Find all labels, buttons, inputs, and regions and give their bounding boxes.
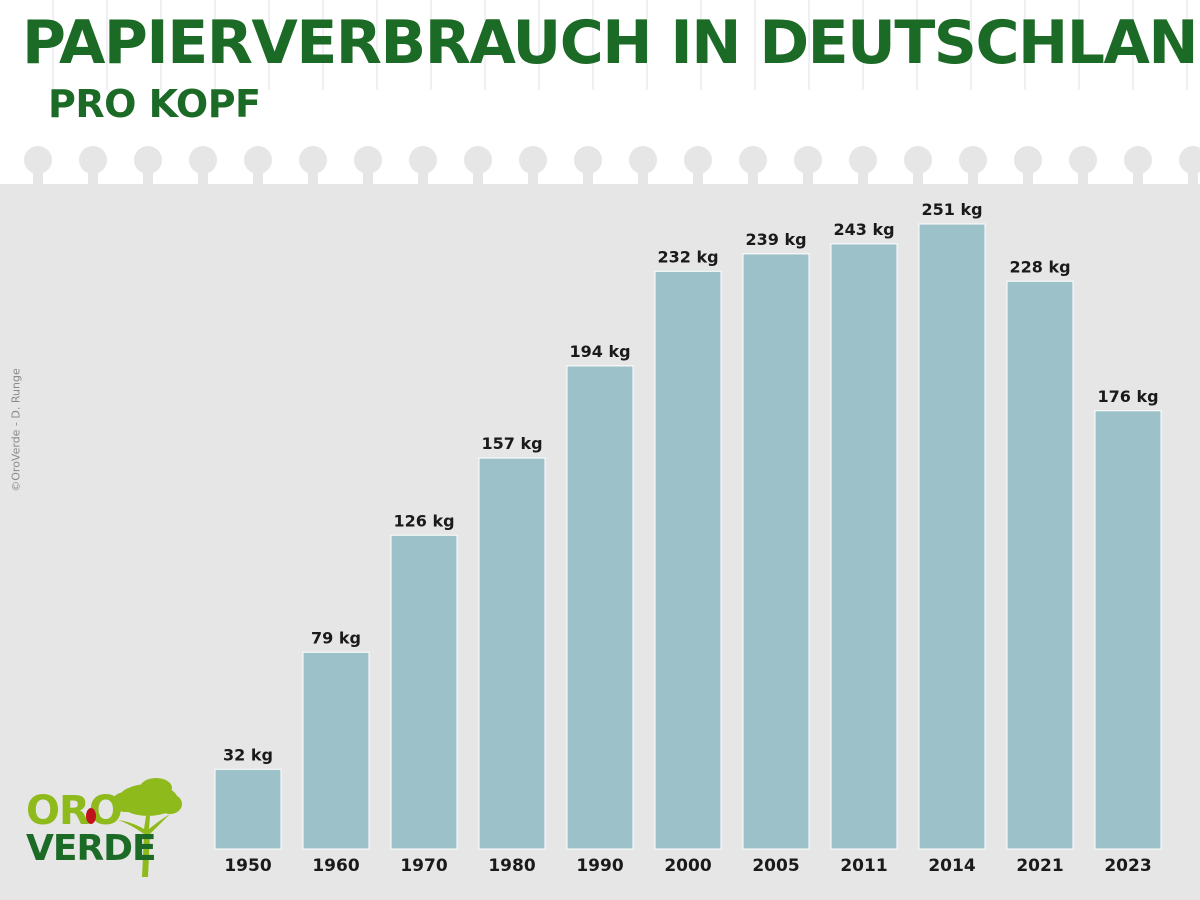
x-tick-2023: 2023 <box>1104 856 1151 876</box>
x-tick-1990: 1990 <box>576 856 623 876</box>
bar-2023 <box>1094 410 1162 850</box>
bar-1980 <box>478 457 546 850</box>
x-tick-1960: 1960 <box>312 856 359 876</box>
x-tick-1980: 1980 <box>488 856 535 876</box>
tree-icon <box>112 778 182 877</box>
oroverde-logo: ORO VERDE <box>26 772 196 882</box>
x-tick-2000: 2000 <box>664 856 711 876</box>
bar-2014 <box>918 223 986 850</box>
bar-2011 <box>830 243 898 850</box>
x-tick-2014: 2014 <box>928 856 975 876</box>
bar-1950 <box>214 768 282 850</box>
data-label-2014: 251 kg <box>921 200 982 219</box>
bar-2021 <box>1006 280 1074 850</box>
logo-oro: ORO <box>26 788 123 834</box>
bar-2005 <box>742 253 810 850</box>
bar-1990 <box>566 365 634 850</box>
x-tick-2011: 2011 <box>840 856 887 876</box>
data-label-1980: 157 kg <box>481 434 542 453</box>
data-label-2011: 243 kg <box>833 220 894 239</box>
chart-title: PAPIERVERBRAUCH IN DEUTSCHLAND <box>22 8 1200 78</box>
data-label-1990: 194 kg <box>569 342 630 361</box>
x-tick-2005: 2005 <box>752 856 799 876</box>
x-tick-1950: 1950 <box>224 856 271 876</box>
data-label-2021: 228 kg <box>1009 257 1070 276</box>
logo-red-dot <box>86 808 96 824</box>
logo-verde: VERDE <box>26 828 157 869</box>
x-tick-1970: 1970 <box>400 856 447 876</box>
x-tick-2021: 2021 <box>1016 856 1063 876</box>
bar-2000 <box>654 270 722 850</box>
data-label-2023: 176 kg <box>1097 387 1158 406</box>
data-label-1960: 79 kg <box>311 628 361 647</box>
data-label-1970: 126 kg <box>393 511 454 530</box>
data-label-2005: 239 kg <box>745 230 806 249</box>
bar-1970 <box>390 534 458 850</box>
data-label-2000: 232 kg <box>657 247 718 266</box>
paper-torn-edge <box>0 146 1200 210</box>
chart-subtitle: PRO KOPF <box>48 82 261 126</box>
data-label-1950: 32 kg <box>223 745 273 764</box>
paper-lines <box>0 0 1200 90</box>
bar-1960 <box>302 651 370 850</box>
